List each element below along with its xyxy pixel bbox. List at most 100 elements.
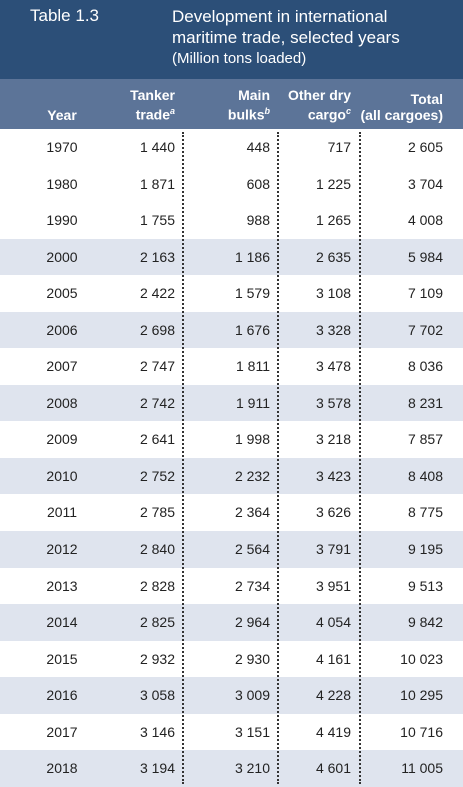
table-cell: 8 408 bbox=[407, 467, 443, 484]
table-cell: 3 423 bbox=[315, 467, 351, 484]
table-cell: 2006 bbox=[46, 321, 78, 338]
footnote-mark: c bbox=[345, 106, 351, 117]
table-cell: 2 840 bbox=[139, 541, 175, 558]
table-cell: 3 151 bbox=[234, 723, 270, 740]
table-cell: 1 911 bbox=[236, 394, 270, 411]
table-cell: 2 422 bbox=[139, 285, 175, 302]
table-row: 2013 2 828 2 734 3 951 9 513 bbox=[0, 568, 463, 605]
table-row: 2018 3 194 3 210 4 601 11 005 bbox=[0, 750, 463, 787]
table-row: 2009 2 641 1 998 3 218 7 857 bbox=[0, 421, 463, 458]
table-row: 2012 2 840 2 564 3 791 9 195 bbox=[0, 531, 463, 568]
table-cell: 2011 bbox=[46, 504, 78, 521]
table-cell: 2 698 bbox=[139, 321, 175, 338]
table-cell: 3 009 bbox=[234, 687, 270, 704]
table-cell: 10 716 bbox=[400, 723, 443, 740]
table-cell: 3 218 bbox=[315, 431, 351, 448]
heading-line: Tanker bbox=[130, 87, 175, 103]
column-heading: Other dry cargoc bbox=[288, 87, 351, 123]
table-cell: 448 bbox=[246, 139, 270, 155]
table-cell: 2 825 bbox=[139, 614, 175, 631]
table-cell: 2007 bbox=[46, 358, 78, 375]
table-cell: 717 bbox=[327, 139, 351, 155]
table-cell: 8 231 bbox=[407, 394, 443, 411]
table-cell: 3 194 bbox=[139, 760, 175, 777]
table-cell: 2 747 bbox=[139, 358, 175, 375]
table-cell: 2009 bbox=[46, 431, 78, 448]
heading-line: (all cargoes) bbox=[361, 107, 443, 123]
table-cell: 1980 bbox=[46, 175, 78, 192]
table-row: 2010 2 752 2 232 3 423 8 408 bbox=[0, 457, 463, 495]
heading-line: Total bbox=[361, 91, 443, 107]
table-cell: 2 564 bbox=[234, 541, 270, 558]
table-row: 2011 2 785 2 364 3 626 8 775 bbox=[0, 494, 463, 531]
table-cell: 2 932 bbox=[139, 650, 175, 667]
table-cell: 8 036 bbox=[407, 358, 443, 375]
table-cell: 2 964 bbox=[234, 614, 270, 631]
table-row: 2015 2 932 2 930 4 161 10 023 bbox=[0, 641, 463, 678]
heading-line: Year bbox=[22, 107, 102, 123]
column-heading: Tanker tradea bbox=[130, 87, 175, 123]
table-row: 2005 2 422 1 579 3 108 7 109 bbox=[0, 275, 463, 312]
table-cell: 5 984 bbox=[407, 248, 443, 265]
table-cell: 2015 bbox=[46, 650, 78, 667]
table-row: 2014 2 825 2 964 4 054 9 842 bbox=[0, 604, 463, 641]
footnote-mark: a bbox=[169, 106, 175, 117]
table-cell: 2018 bbox=[46, 760, 78, 777]
table-cell: 2 930 bbox=[234, 650, 270, 667]
table-cell: 4 419 bbox=[315, 723, 351, 740]
table-title: Development in international maritime tr… bbox=[172, 7, 400, 47]
table-cell: 608 bbox=[246, 175, 270, 192]
table-cell: 2010 bbox=[46, 467, 78, 484]
table-cell: 3 328 bbox=[315, 321, 351, 338]
table-row: 2000 2 163 1 186 2 635 5 984 bbox=[0, 238, 463, 276]
heading-line: cargoc bbox=[288, 103, 351, 123]
table-cell: 2000 bbox=[46, 248, 78, 265]
table-cell: 2 232 bbox=[234, 467, 270, 484]
table-cell: 4 161 bbox=[315, 650, 351, 667]
table-cell: 3 626 bbox=[315, 504, 351, 521]
table-cell: 1 811 bbox=[236, 358, 270, 375]
table-cell: 2017 bbox=[46, 723, 78, 740]
table-cell: 2014 bbox=[46, 614, 78, 631]
table-cell: 2 605 bbox=[407, 139, 443, 155]
table-cell: 4 008 bbox=[407, 212, 443, 229]
table-cell: 3 210 bbox=[234, 760, 270, 777]
table-row: 2017 3 146 3 151 4 419 10 716 bbox=[0, 714, 463, 751]
heading-text: Year bbox=[47, 107, 77, 123]
table-cell: 2 752 bbox=[139, 467, 175, 484]
heading-line: tradea bbox=[130, 103, 175, 123]
table-cell: 2016 bbox=[46, 687, 78, 704]
heading-line: Other dry bbox=[288, 87, 351, 103]
table-cell: 3 704 bbox=[407, 175, 443, 192]
heading-text: Main bbox=[238, 87, 270, 104]
table-cell: 3 951 bbox=[315, 577, 351, 594]
table-cell: 10 023 bbox=[400, 650, 443, 667]
table-cell: 1 440 bbox=[139, 139, 175, 155]
heading-text: Other dry bbox=[287, 87, 351, 104]
column-heading: Total (all cargoes) bbox=[361, 91, 443, 123]
table-cell: 9 513 bbox=[407, 577, 443, 594]
table-cell: 988 bbox=[246, 212, 270, 229]
heading-text: (all cargoes) bbox=[360, 107, 443, 123]
table-cell: 3 478 bbox=[315, 358, 351, 375]
column-heading: Main bulksb bbox=[228, 87, 270, 123]
table-cell: 2 734 bbox=[234, 577, 270, 594]
table-cell: 1990 bbox=[46, 212, 78, 229]
table-row: 2007 2 747 1 811 3 478 8 036 bbox=[0, 348, 463, 385]
heading-text: trade bbox=[135, 107, 170, 123]
separator bbox=[182, 132, 184, 784]
table-cell: 2013 bbox=[46, 577, 78, 594]
table-row: 1990 1 755 988 1 265 4 008 bbox=[0, 202, 463, 239]
table-row: 1970 1 440 448 717 2 605 bbox=[0, 129, 463, 166]
table-cell: 1 225 bbox=[315, 175, 351, 192]
table-row: 1980 1 871 608 1 225 3 704 bbox=[0, 166, 463, 203]
table-cell: 1 579 bbox=[234, 285, 270, 302]
table-subtitle: (Million tons loaded) bbox=[172, 50, 307, 67]
table-cell: 3 058 bbox=[139, 687, 175, 704]
column-heading: Year bbox=[22, 107, 102, 123]
table-body: 1970 1 440 448 717 2 605 1980 1 871 608 1 225 3 7… bbox=[0, 129, 463, 787]
table-cell: 11 005 bbox=[401, 760, 443, 777]
table-cell: 2 364 bbox=[234, 504, 270, 521]
table-cell: 2012 bbox=[46, 541, 78, 558]
